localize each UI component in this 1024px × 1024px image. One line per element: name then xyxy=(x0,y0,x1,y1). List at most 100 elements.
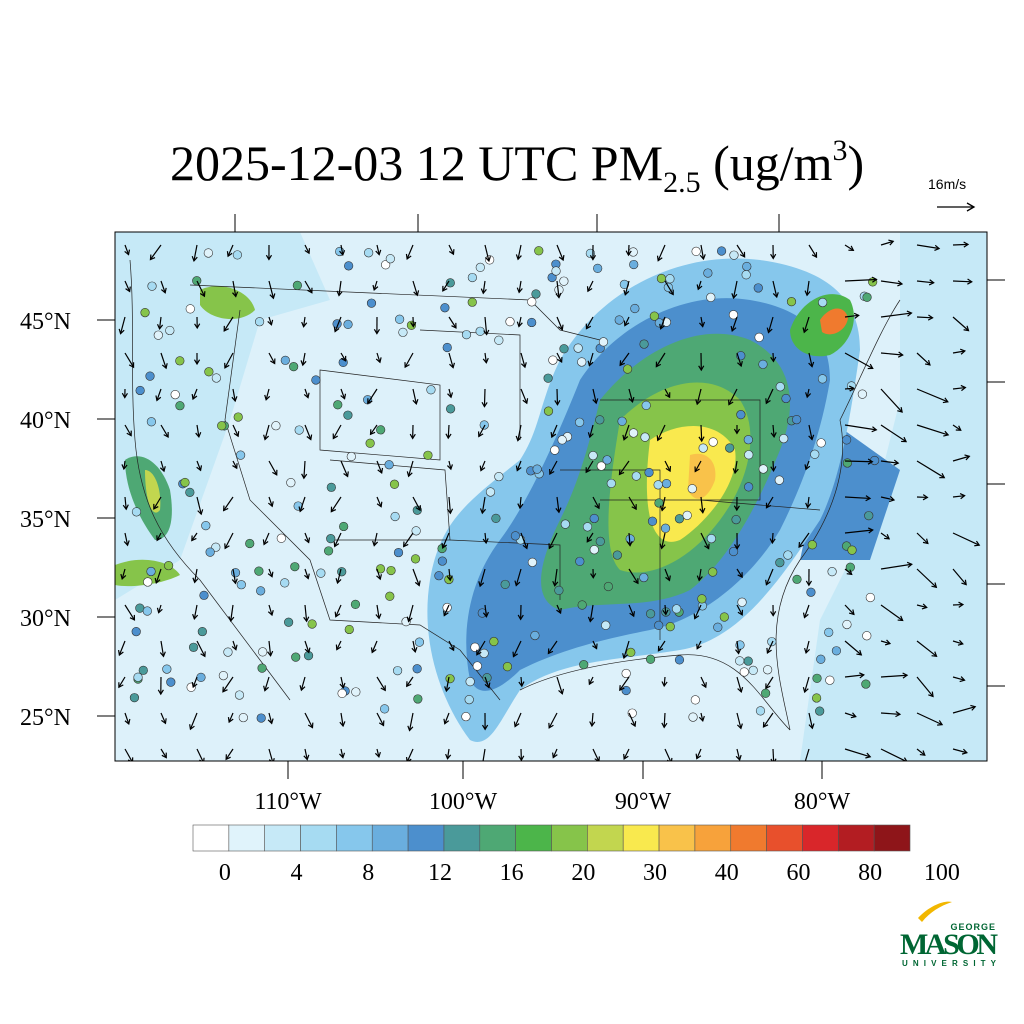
wind-head xyxy=(856,649,863,656)
wind-head xyxy=(552,580,559,587)
station xyxy=(138,665,148,675)
wind-arrow xyxy=(696,568,703,582)
wind-head xyxy=(269,293,276,300)
wind-arrow xyxy=(952,639,964,646)
wind-arrow xyxy=(262,532,270,546)
wind-arrow xyxy=(880,388,903,413)
wind-arrow xyxy=(556,676,565,695)
station xyxy=(621,685,631,696)
wind-arrow xyxy=(698,712,705,722)
wind-arrow xyxy=(369,424,378,436)
wind-shaft xyxy=(299,496,306,512)
wind-arrow xyxy=(223,316,234,332)
colorbar-swatch xyxy=(587,824,624,852)
wind-arrow xyxy=(880,672,909,679)
station xyxy=(554,585,564,595)
wind-shaft xyxy=(304,424,312,440)
wind-head xyxy=(263,434,270,441)
wind-head xyxy=(928,691,934,698)
station xyxy=(254,317,265,327)
station xyxy=(708,567,718,577)
wind-arrow xyxy=(481,388,488,408)
wind-shaft xyxy=(808,424,813,440)
wind-shaft xyxy=(664,280,674,295)
wind-arrow xyxy=(330,496,342,513)
wind-shaft xyxy=(334,532,342,547)
station xyxy=(629,259,639,270)
wind-head xyxy=(340,355,347,362)
station xyxy=(479,420,489,430)
wind-head xyxy=(191,682,198,689)
wind-head xyxy=(451,322,457,329)
wind-head xyxy=(587,432,594,439)
wind-head xyxy=(548,543,554,550)
wind-shaft xyxy=(193,244,198,262)
wind-arrow xyxy=(479,496,487,515)
wind-head xyxy=(961,748,968,755)
station xyxy=(758,359,768,369)
wind-head xyxy=(662,609,669,616)
wind-head xyxy=(370,647,377,654)
wind-head xyxy=(867,363,874,370)
station xyxy=(810,449,820,459)
station xyxy=(143,577,153,587)
wind-arrow xyxy=(805,568,813,587)
station xyxy=(381,260,391,270)
colorbar-label: 16 xyxy=(500,860,524,886)
station xyxy=(595,415,605,425)
title-subscript: 2.5 xyxy=(663,166,701,199)
wind-arrow xyxy=(769,532,776,545)
wind-arrow xyxy=(693,604,702,620)
wind-arrow xyxy=(333,532,342,548)
wind-head xyxy=(631,504,637,511)
wind-shaft xyxy=(404,352,414,368)
wind-shaft xyxy=(736,712,742,729)
wind-arrow xyxy=(303,388,310,399)
wind-head xyxy=(698,715,705,722)
wind-head xyxy=(304,248,311,255)
wind-arrow xyxy=(802,316,810,334)
wind-shaft xyxy=(124,424,132,436)
wind-head xyxy=(231,578,238,585)
wind-arrow xyxy=(733,532,741,550)
station xyxy=(291,652,301,662)
wind-arrow xyxy=(916,279,935,286)
station xyxy=(505,317,515,327)
station xyxy=(557,435,567,445)
wind-arrow xyxy=(443,604,450,617)
station xyxy=(366,298,377,308)
wind-shaft xyxy=(880,640,891,645)
wind-arrow xyxy=(267,316,274,326)
wind-head xyxy=(406,471,413,478)
wind-shaft xyxy=(772,460,775,471)
wind-arrow xyxy=(409,424,416,440)
wind-shaft xyxy=(592,748,600,761)
wind-head xyxy=(406,681,412,688)
wind-arrow xyxy=(232,280,239,298)
wind-arrow xyxy=(552,568,559,587)
station xyxy=(577,357,587,367)
wind-shaft xyxy=(376,496,382,507)
wind-head xyxy=(263,685,269,692)
wind-shaft xyxy=(556,352,563,363)
wind-arrow xyxy=(480,280,487,295)
wind-arrow xyxy=(483,316,490,336)
wind-arrow xyxy=(160,352,168,370)
wind-arrow xyxy=(805,388,812,399)
wind-arrow xyxy=(916,388,949,404)
wind-arrow xyxy=(517,604,524,621)
wind-arrow xyxy=(160,712,167,725)
wind-head xyxy=(192,613,199,620)
wind-head xyxy=(153,503,159,510)
station xyxy=(140,308,150,318)
wind-shaft xyxy=(587,280,594,292)
wind-arrow xyxy=(916,603,928,610)
wind-head xyxy=(479,508,487,515)
wind-shaft xyxy=(520,352,526,368)
wind-arrow xyxy=(193,352,201,366)
wind-shaft xyxy=(736,604,743,616)
wind-arrow xyxy=(556,244,565,262)
wind-shaft xyxy=(661,532,666,549)
colorbar-label: 12 xyxy=(428,860,452,886)
